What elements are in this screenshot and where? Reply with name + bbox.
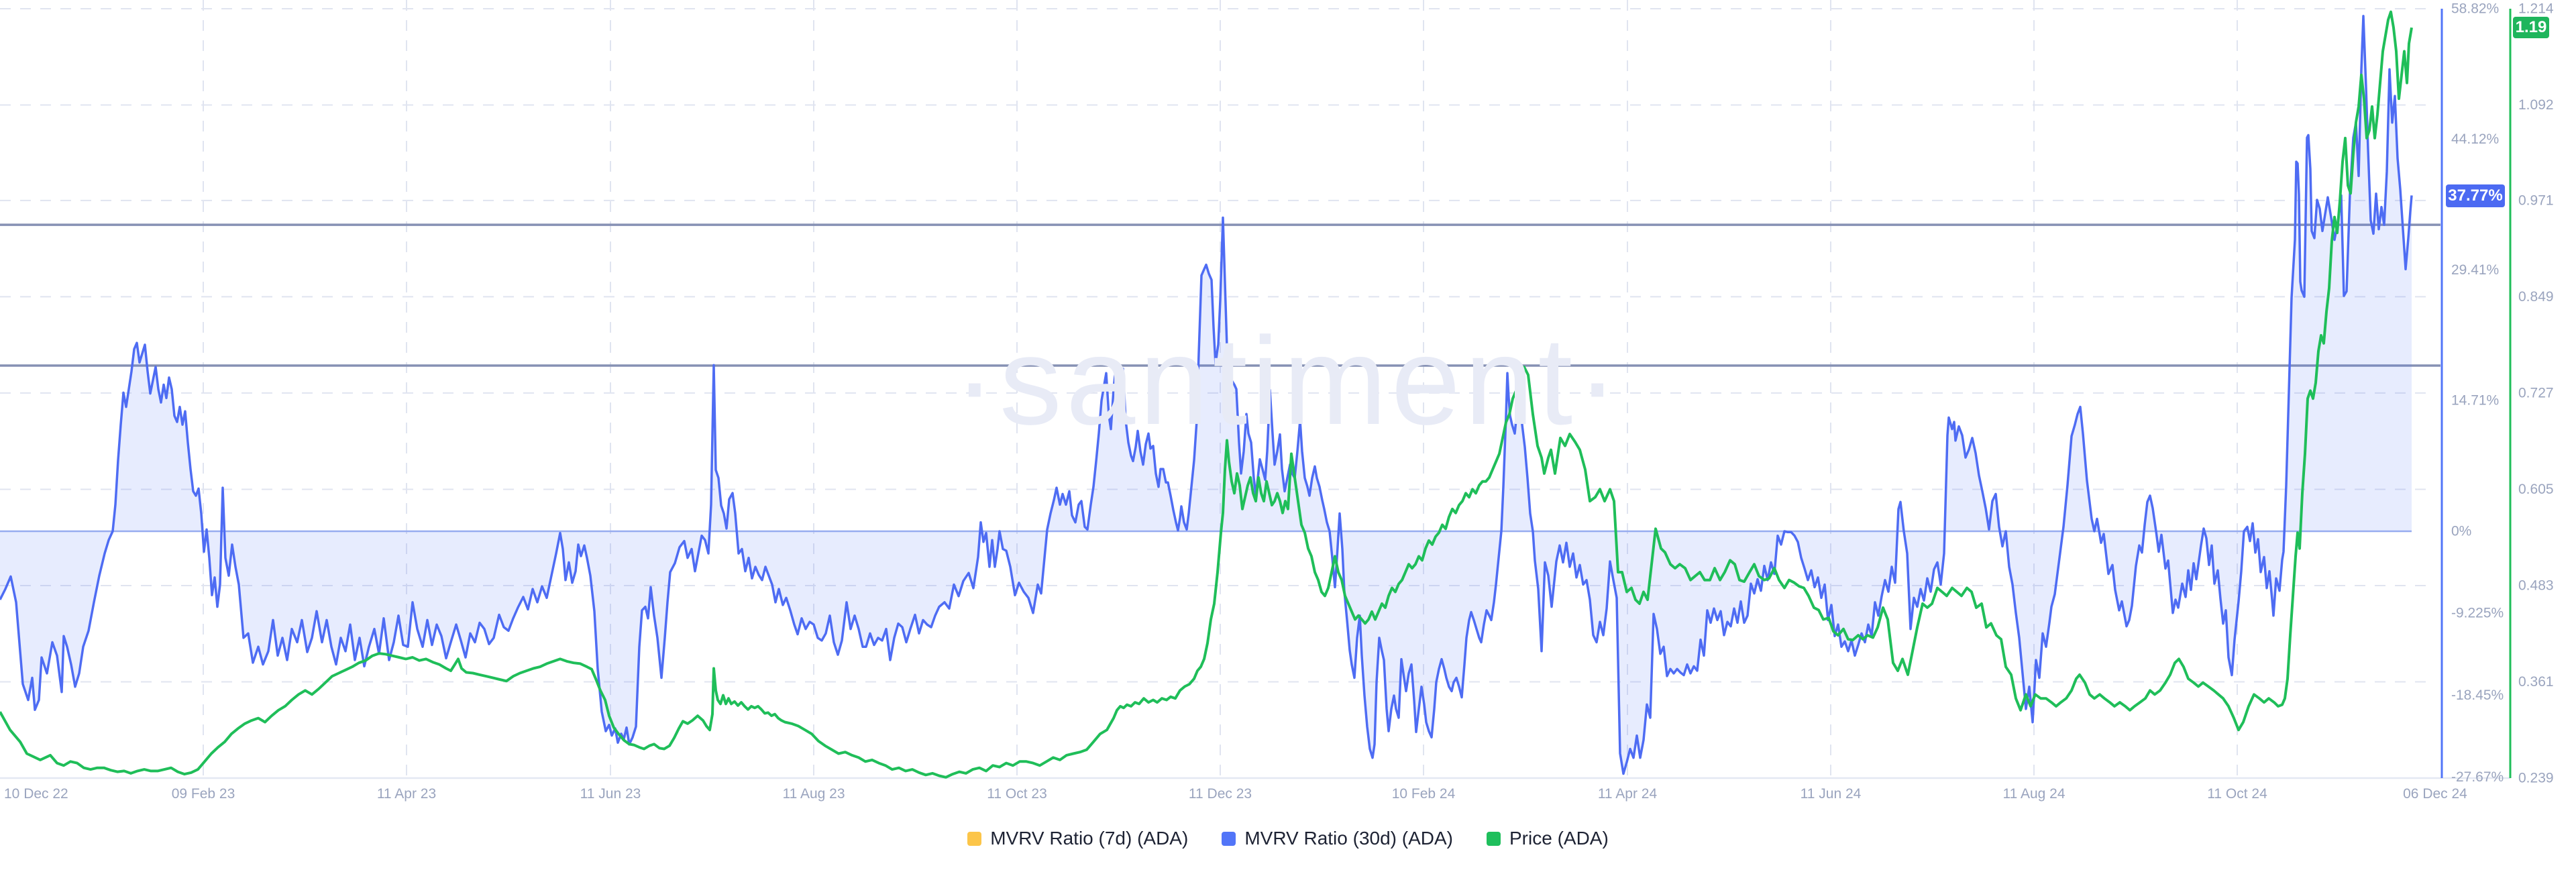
legend-swatch-icon: [967, 831, 982, 846]
price-tick-label: 0.971: [2518, 193, 2554, 208]
percent-tick-label: -18.45%: [2451, 688, 2504, 703]
chart-legend: MVRV Ratio (7d) (ADA) MVRV Ratio (30d) (A…: [0, 828, 2576, 849]
mvrv-30d-line: [0, 15, 2413, 775]
x-tick-label: 11 Dec 23: [1189, 786, 1252, 802]
price-tick-label: 0.239: [2518, 771, 2554, 786]
x-tick-label: 11 Apr 24: [1598, 786, 1658, 802]
x-tick-label: 10 Dec 22: [4, 786, 68, 802]
x-tick-label: 11 Jun 23: [580, 786, 641, 802]
legend-item[interactable]: MVRV Ratio (7d) (ADA): [967, 828, 1188, 849]
legend-item[interactable]: MVRV Ratio (30d) (ADA): [1222, 828, 1453, 849]
percent-tick-label: -9.225%: [2451, 606, 2504, 621]
legend-swatch-icon: [1222, 831, 1236, 846]
price-tick-label: 0.605: [2518, 482, 2554, 497]
legend-swatch-icon: [1487, 831, 1501, 846]
price-tick-label: 1.214: [2518, 1, 2554, 17]
legend-label: MVRV Ratio (30d) (ADA): [1244, 828, 1453, 849]
x-tick-label: 11 Jun 24: [1801, 786, 1862, 802]
price-current-value-badge: 1.19: [2513, 17, 2549, 38]
x-tick-label: 11 Aug 24: [2002, 786, 2065, 802]
percent-tick-label: 58.82%: [2451, 1, 2499, 17]
mvrv-area-fill: [0, 15, 2412, 774]
percent-tick-label: 0%: [2451, 524, 2471, 539]
x-tick-label: 11 Oct 23: [987, 786, 1047, 802]
percent-tick-label: -27.67%: [2451, 769, 2504, 785]
price-tick-label: 0.727: [2518, 385, 2554, 400]
x-tick-label: 06 Dec 24: [2403, 786, 2467, 802]
price-tick-label: 0.849: [2518, 289, 2554, 305]
mvrv-current-value-badge: 37.77%: [2446, 184, 2505, 207]
percent-tick-label: 44.12%: [2451, 131, 2499, 147]
x-tick-label: 10 Feb 24: [1392, 786, 1456, 802]
price-tick-label: 1.092: [2518, 97, 2554, 113]
percent-tick-label: 14.71%: [2451, 393, 2499, 408]
legend-item[interactable]: Price (ADA): [1487, 828, 1609, 849]
legend-label: MVRV Ratio (7d) (ADA): [990, 828, 1189, 849]
legend-label: Price (ADA): [1509, 828, 1609, 849]
x-tick-label: 11 Aug 23: [782, 786, 845, 802]
percent-tick-label: 29.41%: [2451, 262, 2499, 278]
price-tick-label: 0.483: [2518, 578, 2554, 593]
x-tick-label: 11 Apr 23: [377, 786, 436, 802]
price-line: [0, 10, 2413, 779]
price-tick-label: 0.361: [2518, 674, 2554, 690]
x-tick-label: 11 Oct 24: [2207, 786, 2267, 802]
x-tick-label: 09 Feb 23: [172, 786, 235, 802]
